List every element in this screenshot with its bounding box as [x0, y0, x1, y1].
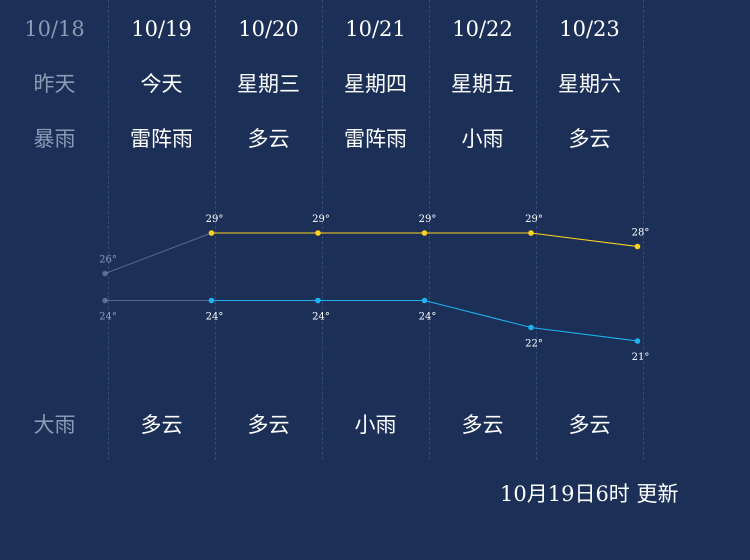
forecast-day-column: 10/23 星期六 多云 多云 [536, 0, 643, 460]
high-temp-label: 26° [99, 255, 117, 266]
day-weather-label: 雷阵雨 [344, 127, 407, 151]
high-temp-point [208, 230, 215, 236]
high-temp-point [102, 270, 108, 277]
low-temp-line-segment [530, 327, 638, 342]
date-label: 10/21 [345, 17, 406, 41]
weekday-label: 星期三 [237, 72, 300, 96]
forecast-day-column: 10/21 星期四雷阵雨小雨 [322, 0, 429, 460]
low-temp-label: 24° [206, 312, 224, 323]
high-temp-label: 29° [312, 214, 330, 225]
day-weather-label: 小雨 [461, 127, 504, 151]
date-label: 10/20 [238, 17, 299, 41]
date-label: 10/22 [452, 17, 513, 41]
date-label: 10/18 [24, 17, 85, 41]
weekday-label: 今天 [140, 72, 183, 96]
night-weather-label: 小雨 [354, 413, 397, 437]
weekday-label: 星期五 [451, 72, 514, 96]
night-weather-label: 多云 [568, 413, 611, 437]
day-weather-label: 雷阵雨 [130, 127, 193, 151]
column-divider [536, 0, 537, 460]
forecast-day-column: 10/19 今天雷阵雨多云 [108, 0, 215, 460]
forecast-day-column: 10/18 昨天暴雨大雨 [1, 0, 108, 460]
column-divider [215, 0, 216, 460]
high-temp-point [421, 230, 428, 236]
low-temp-point [102, 297, 108, 304]
update-time-label: 10月19日6时 更新 [500, 482, 679, 506]
high-temp-line-segment [530, 232, 638, 247]
night-weather-label: 多云 [461, 413, 504, 437]
column-divider [322, 0, 323, 460]
weekday-label: 星期六 [558, 72, 621, 96]
low-temp-label: 24° [312, 312, 330, 323]
low-temp-point [315, 297, 321, 304]
high-temp-point [634, 243, 641, 250]
high-temp-label: 29° [419, 214, 437, 225]
low-temp-line-segment [424, 300, 532, 328]
low-temp-label: 21° [632, 352, 650, 363]
low-temp-point [208, 297, 215, 304]
high-temp-point [528, 230, 534, 236]
day-weather-label: 多云 [568, 127, 611, 151]
forecast-day-column: 10/22 星期五小雨多云 [429, 0, 536, 460]
high-temp-line-segment [104, 232, 212, 274]
column-divider [429, 0, 430, 460]
low-temp-label: 24° [419, 312, 437, 323]
low-temp-point [634, 338, 641, 344]
low-temp-point [421, 297, 428, 304]
forecast-day-column: 10/20 星期三 多云 多云 [215, 0, 322, 460]
night-weather-label: 大雨 [33, 413, 76, 437]
low-temp-label: 22° [525, 339, 543, 350]
high-temp-label: 29° [206, 214, 224, 225]
low-temp-label: 24° [99, 312, 117, 323]
weekday-label: 星期四 [344, 72, 407, 96]
night-weather-label: 多云 [247, 413, 290, 437]
high-temp-label: 28° [632, 228, 650, 239]
high-temp-label: 29° [525, 214, 543, 225]
day-weather-label: 暴雨 [33, 127, 76, 151]
day-weather-label: 多云 [247, 127, 290, 151]
night-weather-label: 多云 [140, 413, 183, 437]
date-label: 10/23 [559, 17, 620, 41]
weekday-label: 昨天 [33, 72, 76, 96]
column-divider [643, 0, 644, 460]
column-divider [108, 0, 109, 460]
date-label: 10/19 [131, 17, 192, 41]
temperature-chart: 26° 29° 29° 29° 29° 28° 24° 24° 24° 24° 22° 21° [99, 214, 650, 363]
high-temp-point [315, 230, 321, 236]
low-temp-point [528, 324, 534, 331]
